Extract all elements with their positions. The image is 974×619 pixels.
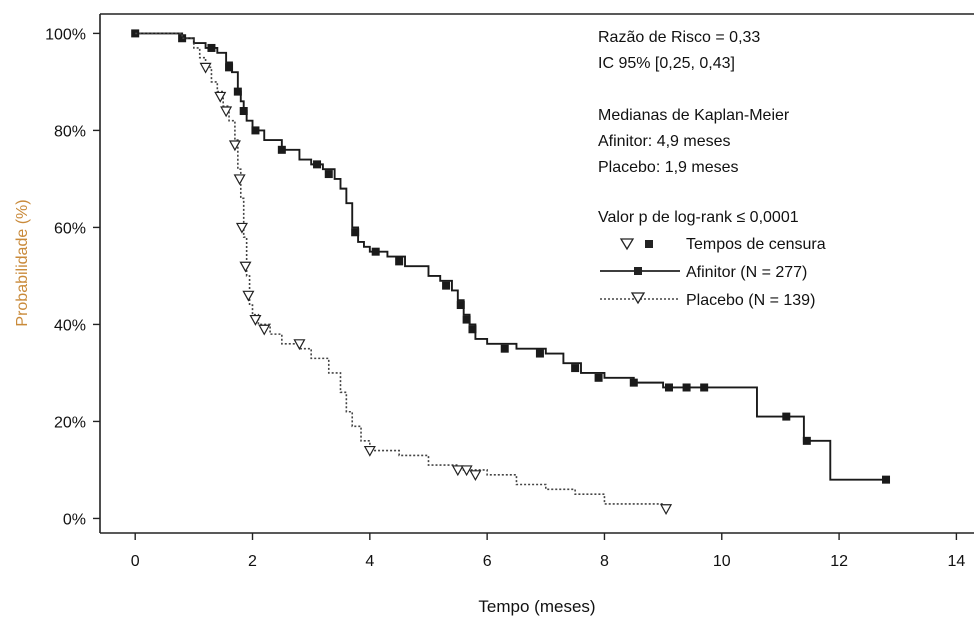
x-tick-label: 8 <box>600 553 609 570</box>
placebo-curve <box>135 32 664 505</box>
afinitor-censor-marker <box>324 170 333 179</box>
afinitor-censor-marker <box>462 315 471 324</box>
afinitor-censor-marker <box>571 364 580 373</box>
x-tick-label: 14 <box>948 553 966 570</box>
y-tick-label: 40% <box>54 317 86 334</box>
x-axis-title: Tempo (meses) <box>478 597 595 616</box>
x-tick-label: 12 <box>830 553 848 570</box>
placebo-censor-marker <box>363 445 376 457</box>
y-tick-label: 100% <box>45 26 86 43</box>
placebo-censor-marker <box>660 504 673 515</box>
legend-censor-label: Tempos de censura <box>686 236 826 253</box>
y-tick-label: 20% <box>54 414 86 431</box>
placebo-censor-marker <box>242 290 255 302</box>
afinitor-censor-marker <box>664 383 673 392</box>
placebo-censor-marker <box>451 465 464 477</box>
placebo-censor-marker <box>249 314 262 326</box>
confidence-interval-text: IC 95% [0,25, 0,43] <box>598 55 735 72</box>
afinitor-censor-marker <box>535 349 544 358</box>
series-layer <box>131 29 891 515</box>
afinitor-censor-marker <box>371 247 380 256</box>
legend: Tempos de censura Afinitor (N = 277) Pla… <box>600 236 826 309</box>
x-tick-label: 2 <box>248 553 257 570</box>
afinitor-censor-marker <box>442 281 451 290</box>
legend-placebo-label: Placebo (N = 139) <box>686 292 815 309</box>
placebo-censor-marker <box>239 261 252 273</box>
placebo-censor-marker <box>220 106 233 118</box>
y-tick-label: 80% <box>54 123 86 140</box>
legend-censor-square-icon <box>645 240 653 248</box>
y-tick-label: 60% <box>54 220 86 237</box>
afinitor-censor-marker <box>207 43 216 52</box>
placebo-censor-marker <box>214 91 227 103</box>
y-tick-label: 0% <box>63 511 86 528</box>
afinitor-censor-marker <box>178 34 187 43</box>
x-tick-label: 4 <box>365 553 374 570</box>
afinitor-censor-marker <box>351 228 360 237</box>
afinitor-censor-marker <box>239 107 248 116</box>
series-placebo <box>135 32 673 515</box>
x-axis-ticks: 0 2 4 6 8 10 12 14 <box>131 533 966 570</box>
legend-afinitor-square-icon <box>634 267 642 275</box>
pvalue-text: Valor p de log-rank ≤ 0,0001 <box>598 209 799 226</box>
afinitor-censor-marker <box>456 301 465 310</box>
y-axis-ticks: 0% 20% 40% 60% 80% 100% <box>45 26 100 528</box>
legend-placebo-triangle-icon <box>630 292 646 305</box>
placebo-censor-marker <box>293 339 306 351</box>
afinitor-censor-marker <box>225 63 234 72</box>
placebo-censor-marker <box>235 222 248 234</box>
median-placebo-text: Placebo: 1,9 meses <box>598 159 739 176</box>
afinitor-censor-marker <box>313 160 322 169</box>
afinitor-censor-marker <box>882 475 891 484</box>
afinitor-censor-marker <box>594 373 603 382</box>
placebo-censor-marker <box>469 470 482 482</box>
y-axis-title: Probabilidade (%) <box>14 199 31 326</box>
x-tick-label: 0 <box>131 553 140 570</box>
x-tick-label: 6 <box>483 553 492 570</box>
afinitor-censor-marker <box>277 145 286 154</box>
afinitor-censor-marker <box>500 344 509 353</box>
afinitor-censor-marker <box>629 378 638 387</box>
medians-title-text: Medianas de Kaplan-Meier <box>598 107 790 124</box>
afinitor-censor-marker <box>782 412 791 421</box>
afinitor-censor-marker <box>395 257 404 266</box>
afinitor-curve <box>135 32 887 481</box>
afinitor-censor-marker <box>233 87 242 96</box>
legend-afinitor-label: Afinitor (N = 277) <box>686 264 807 281</box>
placebo-censor-marker <box>258 324 271 336</box>
afinitor-censor-marker <box>802 436 811 445</box>
placebo-censor-marker <box>460 465 473 477</box>
stats-annotation: Razão de Risco = 0,33 IC 95% [0,25, 0,43… <box>598 29 799 226</box>
hazard-ratio-text: Razão de Risco = 0,33 <box>598 29 760 46</box>
placebo-censor-marker <box>199 62 212 74</box>
afinitor-censor-marker <box>251 126 260 135</box>
placebo-censor-marker <box>233 174 246 186</box>
afinitor-censor-marker <box>682 383 691 392</box>
afinitor-censor-marker <box>468 325 477 334</box>
placebo-censor-marker <box>228 140 241 152</box>
x-tick-label: 10 <box>713 553 731 570</box>
legend-censor-triangle-icon <box>619 238 635 251</box>
afinitor-censor-marker <box>700 383 709 392</box>
series-afinitor <box>131 29 891 484</box>
median-afinitor-text: Afinitor: 4,9 meses <box>598 133 731 150</box>
